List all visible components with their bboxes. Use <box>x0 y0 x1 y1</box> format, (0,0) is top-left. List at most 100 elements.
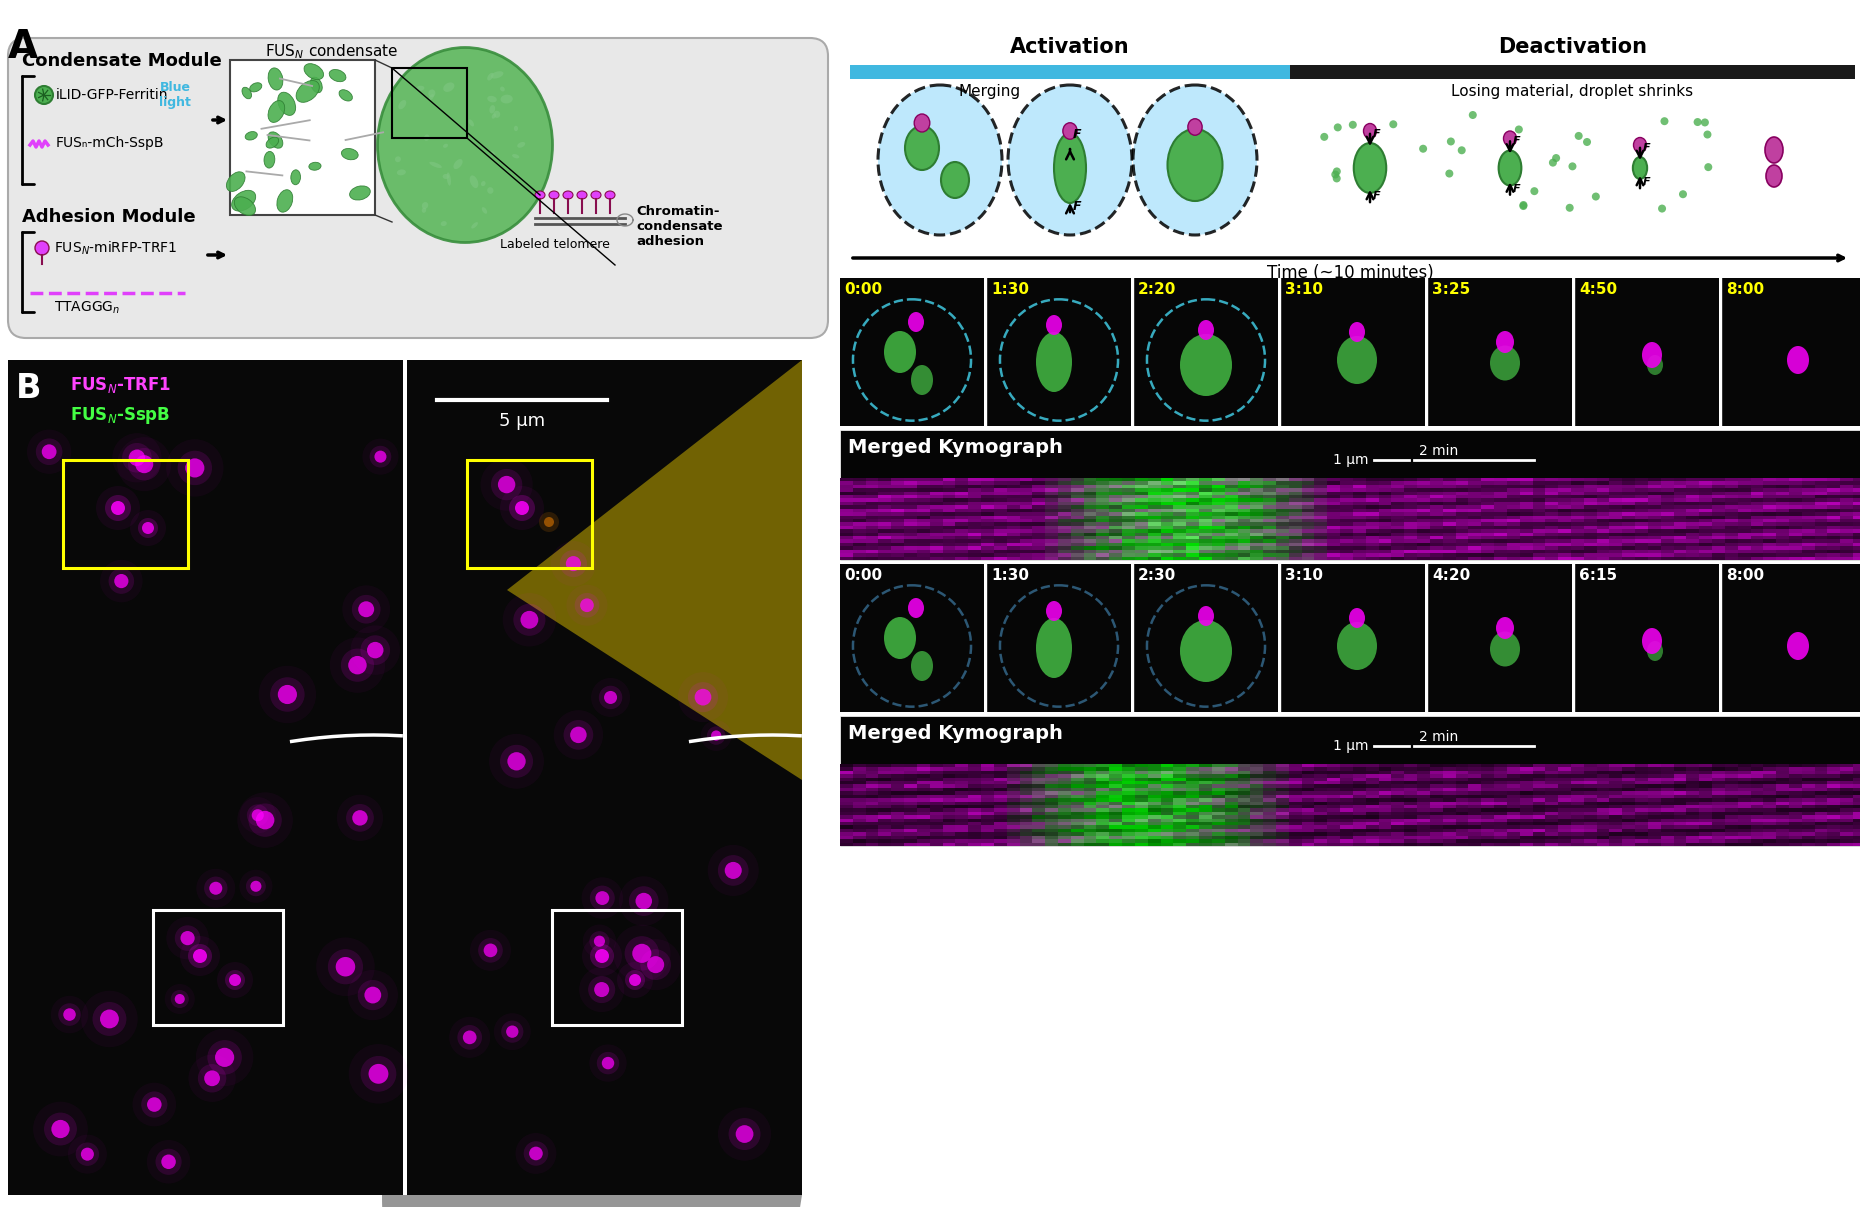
Circle shape <box>1348 121 1356 129</box>
Circle shape <box>374 450 387 462</box>
Ellipse shape <box>549 191 560 199</box>
Bar <box>407 360 802 1195</box>
Circle shape <box>539 512 560 532</box>
Ellipse shape <box>1036 332 1071 392</box>
Circle shape <box>1551 154 1561 162</box>
Circle shape <box>688 682 718 712</box>
Circle shape <box>500 1021 523 1043</box>
Circle shape <box>216 1048 234 1067</box>
Ellipse shape <box>878 84 1003 235</box>
Text: 5 μm: 5 μm <box>498 412 545 430</box>
Ellipse shape <box>1490 345 1520 380</box>
Text: FUS$_N$-TRF1: FUS$_N$-TRF1 <box>71 375 171 395</box>
Circle shape <box>52 1120 69 1138</box>
Ellipse shape <box>232 191 255 211</box>
Circle shape <box>500 745 534 777</box>
Ellipse shape <box>1055 133 1086 203</box>
Circle shape <box>80 1148 93 1161</box>
Ellipse shape <box>487 72 493 81</box>
Text: F: F <box>1073 200 1081 212</box>
Ellipse shape <box>428 89 435 98</box>
Circle shape <box>108 568 134 594</box>
Ellipse shape <box>454 159 463 169</box>
Ellipse shape <box>906 126 939 170</box>
Circle shape <box>368 1063 389 1084</box>
Ellipse shape <box>469 119 474 127</box>
Text: Merged Kymograph: Merged Kymograph <box>848 438 1062 457</box>
Circle shape <box>193 949 206 963</box>
Ellipse shape <box>350 186 370 200</box>
Circle shape <box>366 642 383 658</box>
Circle shape <box>257 811 275 829</box>
Ellipse shape <box>422 202 428 209</box>
Circle shape <box>1514 126 1523 134</box>
Text: Chromatin-
condensate
adhesion: Chromatin- condensate adhesion <box>636 205 722 247</box>
Circle shape <box>1389 121 1397 128</box>
Ellipse shape <box>1348 322 1365 342</box>
Circle shape <box>35 86 52 104</box>
Circle shape <box>1321 133 1328 141</box>
Circle shape <box>180 935 219 976</box>
Ellipse shape <box>417 86 424 91</box>
Circle shape <box>100 1009 119 1028</box>
Ellipse shape <box>268 68 283 91</box>
Circle shape <box>1419 145 1427 153</box>
Bar <box>988 278 1131 426</box>
Circle shape <box>218 962 253 998</box>
Circle shape <box>718 855 748 886</box>
Ellipse shape <box>491 151 495 156</box>
Ellipse shape <box>1633 138 1646 152</box>
Circle shape <box>270 677 305 712</box>
Circle shape <box>1575 132 1583 140</box>
Text: iLID-GFP-Ferritin: iLID-GFP-Ferritin <box>56 88 169 103</box>
Text: 2 min: 2 min <box>1419 444 1458 457</box>
Ellipse shape <box>915 113 930 132</box>
Circle shape <box>205 1071 219 1086</box>
Circle shape <box>156 1149 182 1174</box>
Polygon shape <box>508 360 802 780</box>
Circle shape <box>188 944 212 968</box>
Ellipse shape <box>604 191 616 199</box>
Ellipse shape <box>1036 618 1071 678</box>
Ellipse shape <box>489 105 495 113</box>
Ellipse shape <box>512 154 519 158</box>
Bar <box>467 460 591 568</box>
Ellipse shape <box>329 70 346 82</box>
Circle shape <box>277 684 298 704</box>
Circle shape <box>513 604 545 636</box>
Ellipse shape <box>394 156 402 162</box>
Circle shape <box>197 1065 227 1092</box>
Text: B: B <box>17 372 41 406</box>
Circle shape <box>1531 187 1538 196</box>
Ellipse shape <box>264 151 275 168</box>
Circle shape <box>141 521 154 533</box>
Ellipse shape <box>1354 142 1386 193</box>
Ellipse shape <box>536 191 545 199</box>
Ellipse shape <box>1179 334 1231 396</box>
Circle shape <box>500 486 543 530</box>
Circle shape <box>1704 130 1711 139</box>
Ellipse shape <box>471 175 478 188</box>
Bar <box>841 716 1860 846</box>
Circle shape <box>175 926 201 951</box>
Text: 3:10: 3:10 <box>1285 282 1322 297</box>
Text: F: F <box>1642 177 1650 187</box>
Circle shape <box>247 804 268 826</box>
Polygon shape <box>381 1195 802 1207</box>
Bar <box>1428 564 1572 712</box>
Ellipse shape <box>517 142 525 147</box>
Bar <box>841 564 984 712</box>
Circle shape <box>560 550 588 577</box>
Circle shape <box>1334 123 1341 132</box>
Circle shape <box>593 982 610 997</box>
Circle shape <box>597 1051 619 1074</box>
Ellipse shape <box>908 311 924 332</box>
Ellipse shape <box>396 169 405 175</box>
Ellipse shape <box>591 191 601 199</box>
Circle shape <box>104 495 130 521</box>
Bar <box>1722 564 1860 712</box>
Circle shape <box>335 957 355 976</box>
Ellipse shape <box>513 126 519 132</box>
Circle shape <box>528 1147 543 1160</box>
Circle shape <box>590 944 614 968</box>
